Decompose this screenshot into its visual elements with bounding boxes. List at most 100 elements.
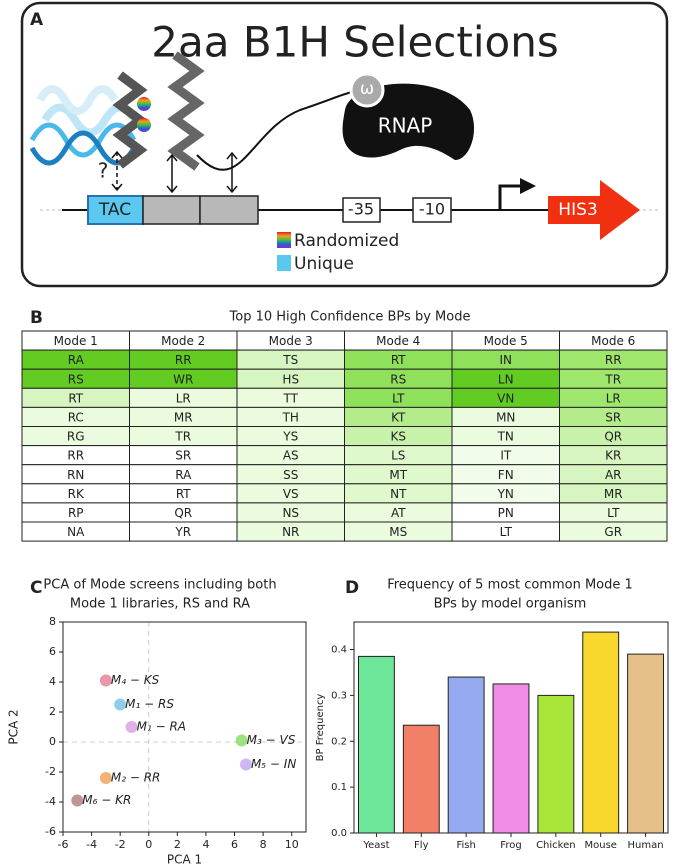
table-cell-text: NS bbox=[282, 506, 299, 520]
table-cell-text: RT bbox=[391, 353, 406, 367]
promoter-label: -35 bbox=[348, 200, 374, 219]
table-header: Mode 1 bbox=[54, 334, 98, 348]
table-cell-text: LR bbox=[606, 391, 621, 405]
table-cell-text: TR bbox=[604, 372, 621, 386]
tac-label: TAC bbox=[98, 200, 131, 220]
table-cell-text: IN bbox=[499, 353, 512, 367]
table-cell-text: MT bbox=[389, 468, 407, 482]
x-tick-label: 0 bbox=[145, 838, 152, 851]
x-tick-label: Yeast bbox=[362, 840, 389, 851]
table-cell-text: RT bbox=[68, 391, 83, 405]
table-cell-text: WR bbox=[173, 372, 193, 386]
table-cell-text: VN bbox=[497, 391, 514, 405]
gene-label: HIS3 bbox=[558, 200, 597, 220]
table-header: Mode 2 bbox=[161, 334, 205, 348]
table-cell-text: RN bbox=[67, 468, 84, 482]
x-axis-label: PCA 1 bbox=[167, 853, 202, 866]
table-cell-text: AS bbox=[283, 449, 299, 463]
table-cell-text: NA bbox=[67, 525, 85, 539]
binding-box bbox=[142, 195, 201, 225]
promoter-box bbox=[412, 197, 452, 223]
table-cell-text: RS bbox=[68, 372, 84, 386]
table-cell-text: RK bbox=[68, 487, 85, 501]
y-tick-label: 0.3 bbox=[331, 690, 347, 701]
bar bbox=[357, 655, 395, 834]
table-cell-text: LS bbox=[391, 449, 405, 463]
table-cell-text: NT bbox=[390, 487, 407, 501]
table-cell-text: SR bbox=[175, 449, 191, 463]
table-cell-text: YS bbox=[282, 430, 298, 444]
table-cell-text: NR bbox=[282, 525, 299, 539]
table-cell bbox=[559, 521, 668, 542]
table-cell-text: MS bbox=[389, 525, 407, 539]
chart-title: Frequency of 5 most common Mode 1 bbox=[387, 578, 633, 593]
table-cell-text: RR bbox=[67, 449, 84, 463]
table-cell-text: HS bbox=[282, 372, 299, 386]
y-tick-label: -2 bbox=[45, 765, 56, 778]
x-tick-label: 4 bbox=[202, 838, 209, 851]
legend-label: Unique bbox=[294, 254, 354, 274]
table-cell-text: MN bbox=[496, 410, 515, 424]
table-cell-text: RR bbox=[175, 353, 192, 367]
promoter-label: -10 bbox=[419, 200, 445, 219]
gene-arrow bbox=[548, 180, 640, 240]
x-tick-label: -2 bbox=[115, 838, 126, 851]
table-cell-text: LN bbox=[498, 372, 514, 386]
x-tick-label: -6 bbox=[58, 838, 69, 851]
table-title: Top 10 High Confidence BPs by Mode bbox=[229, 310, 471, 325]
table-cell-text: RC bbox=[68, 410, 84, 424]
y-tick-label: 4 bbox=[49, 675, 56, 688]
table-cell-text: GR bbox=[604, 525, 622, 539]
point-label: M₄ − KS bbox=[111, 673, 160, 687]
point-label: M₆ − KR bbox=[82, 793, 131, 807]
table-cell-text: RT bbox=[176, 487, 191, 501]
table-header: Mode 4 bbox=[376, 334, 420, 348]
tac-box bbox=[87, 195, 144, 225]
panel-label: A bbox=[30, 10, 44, 30]
x-tick-label: -4 bbox=[86, 838, 97, 851]
y-tick-label: 6 bbox=[49, 645, 56, 658]
y-tick-label: 2 bbox=[49, 705, 56, 718]
x-tick-label: Fish bbox=[456, 840, 475, 851]
point-label: M₁ − RA bbox=[137, 720, 186, 734]
table-cell-text: MR bbox=[174, 410, 193, 424]
chart-title: PCA of Mode screens including both bbox=[43, 578, 276, 593]
point bbox=[239, 758, 252, 771]
x-tick-label: Mouse bbox=[584, 840, 616, 851]
bar bbox=[402, 724, 440, 834]
table-cell-text: AR bbox=[605, 468, 622, 482]
table-header: Mode 3 bbox=[269, 334, 313, 348]
table-cell-text: RP bbox=[68, 506, 84, 520]
point-label: M₂ − RR bbox=[111, 771, 161, 785]
table-cell-text: KR bbox=[605, 449, 621, 463]
table-cell-text: FN bbox=[498, 468, 514, 482]
y-tick-label: 0.2 bbox=[331, 736, 347, 747]
point-label: M₃ − VS bbox=[247, 733, 296, 747]
x-tick-label: Frog bbox=[500, 840, 521, 851]
question-mark: ? bbox=[98, 159, 109, 183]
table-cell-text: LT bbox=[607, 506, 620, 520]
point bbox=[99, 674, 112, 687]
table-cell-text: QR bbox=[604, 430, 622, 444]
table-cell-text: RS bbox=[390, 372, 406, 386]
randomized-residue bbox=[137, 118, 151, 132]
randomized-residue bbox=[137, 97, 151, 111]
x-tick-label: Human bbox=[628, 840, 664, 851]
binding-box bbox=[199, 195, 259, 225]
panel-label: B bbox=[30, 308, 43, 328]
table-cell-text: RR bbox=[605, 353, 622, 367]
table-cell-text: KT bbox=[391, 410, 406, 424]
x-tick-label: Chicken bbox=[536, 840, 576, 851]
table-cell-text: LT bbox=[392, 391, 405, 405]
table-cell-text: LT bbox=[500, 525, 513, 539]
table-cell-text: VS bbox=[283, 487, 299, 501]
panel-label: C bbox=[30, 578, 42, 598]
point bbox=[235, 734, 248, 747]
diagram-title: 2aa B1H Selections bbox=[151, 18, 558, 67]
table-cell-text: SR bbox=[605, 410, 621, 424]
legend-label: Randomized bbox=[294, 231, 399, 251]
y-tick-label: 0 bbox=[49, 735, 56, 748]
bar bbox=[537, 694, 575, 834]
bar bbox=[582, 631, 620, 834]
